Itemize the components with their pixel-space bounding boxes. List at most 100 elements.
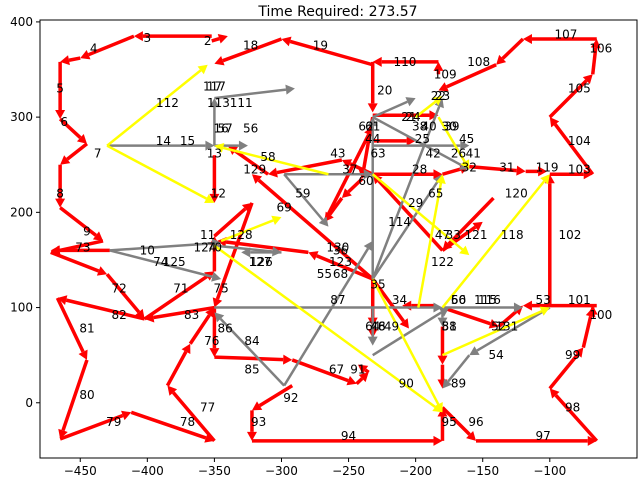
edge-red-17 — [165, 350, 188, 387]
edge-arrowhead-52 — [217, 33, 228, 44]
edge-gray-88 — [109, 249, 213, 278]
edge-red-13 — [61, 359, 89, 431]
edge-arrowhead-27 — [358, 372, 369, 383]
edge-red-10 — [105, 273, 141, 314]
edge-arrowhead-51 — [214, 55, 225, 66]
edge-red-18 — [188, 314, 211, 345]
edge-red-61 — [441, 167, 462, 176]
edge-arrowhead-102 — [460, 140, 470, 151]
edge-red-69 — [257, 178, 374, 281]
node-label-75: 75 — [213, 282, 228, 296]
node-label-125: 125 — [163, 255, 186, 269]
edge-arrowhead-45 — [496, 54, 507, 65]
edge-arrowhead-47 — [433, 61, 444, 71]
edge-arrowhead-111 — [214, 143, 225, 153]
edge-arrowhead-1 — [80, 50, 91, 60]
node-label-106: 106 — [589, 42, 612, 56]
edge-red-43 — [590, 47, 598, 75]
node-label-127: 127 — [249, 255, 272, 269]
node-label-86: 86 — [217, 322, 232, 336]
node-label-122: 122 — [431, 255, 454, 269]
node-label-34: 34 — [392, 293, 407, 307]
node-label-95: 95 — [442, 415, 457, 429]
edge-arrowhead-105 — [442, 378, 453, 389]
node-label-36: 36 — [333, 243, 348, 257]
node-label-24: 24 — [405, 110, 420, 124]
x-tick-label: −150 — [466, 464, 499, 478]
node-label-5: 5 — [56, 82, 64, 96]
edge-arrowhead-70 — [308, 251, 319, 261]
edge-arrowhead-0 — [133, 31, 143, 42]
edge-red-12 — [55, 297, 85, 353]
edge-red-82 — [364, 368, 370, 374]
node-label-38: 38 — [412, 120, 427, 134]
edge-gray-96 — [219, 317, 286, 387]
edge-red-22 — [213, 207, 247, 238]
node-label-71: 71 — [173, 282, 188, 296]
node-label-56: 56 — [243, 122, 258, 136]
edge-red-50 — [289, 39, 374, 67]
edge-red-28 — [258, 384, 294, 408]
node-label-120: 120 — [505, 186, 528, 200]
edge-arrowhead-40 — [583, 169, 593, 180]
edge-layer — [50, 31, 601, 446]
node-label-12: 12 — [211, 186, 226, 200]
edge-arrowhead-16 — [167, 385, 178, 396]
node-label-62: 62 — [358, 120, 373, 134]
edge-red-51 — [222, 37, 283, 63]
node-label-121: 121 — [465, 228, 488, 242]
edge-arrowhead-37 — [587, 305, 598, 315]
edge-gray-103 — [372, 311, 443, 357]
node-label-92: 92 — [283, 391, 298, 405]
edge-gray-104 — [476, 306, 551, 352]
chart-title: Time Required: 273.57 — [257, 4, 417, 20]
node-label-43: 43 — [330, 146, 345, 160]
edge-arrowhead-73 — [437, 355, 448, 365]
node-label-111: 111 — [230, 96, 253, 110]
node-label-66: 66 — [451, 293, 466, 307]
node-label-48: 48 — [370, 320, 385, 334]
edge-arrowhead-114 — [432, 402, 443, 413]
edge-red-42 — [548, 79, 588, 119]
edge-arrowhead-92 — [513, 302, 523, 313]
node-label-100: 100 — [589, 308, 612, 322]
y-tick-label: 300 — [10, 110, 33, 124]
edge-arrowhead-57 — [341, 188, 352, 199]
y-axis: 0 100 200 300 400 — [10, 15, 40, 410]
edge-red-59 — [322, 133, 371, 223]
node-label-35: 35 — [370, 278, 385, 292]
edge-yellow-119 — [414, 100, 437, 119]
edge-arrowhead-95 — [363, 240, 373, 252]
node-label-13: 13 — [207, 146, 222, 160]
x-tick-label: −250 — [332, 464, 365, 478]
edge-arrowhead-88 — [211, 271, 222, 282]
node-label-99: 99 — [565, 348, 580, 362]
edge-arrowhead-35 — [573, 347, 584, 358]
node-label-32: 32 — [462, 161, 477, 175]
node-label-117: 117 — [203, 80, 226, 94]
node-label-113: 113 — [207, 96, 230, 110]
node-label-44: 44 — [365, 132, 380, 146]
node-label-42: 42 — [425, 146, 440, 160]
node-label-67: 67 — [329, 362, 344, 376]
node-label-57: 57 — [217, 122, 232, 136]
node-label-37: 37 — [342, 162, 357, 176]
x-axis: −450 −400 −350 −300 −250 −200 −150 −100 — [64, 458, 566, 478]
edge-arrowhead-50 — [281, 36, 292, 47]
edge-red-55 — [234, 149, 270, 176]
node-label-46: 46 — [370, 320, 385, 334]
node-label-8: 8 — [56, 186, 64, 200]
edge-red-2 — [68, 56, 81, 62]
edge-yellow-116 — [441, 180, 546, 309]
edge-arrowhead-118 — [460, 159, 470, 170]
edge-red-36 — [581, 315, 593, 348]
edge-red-71 — [225, 240, 309, 255]
node-label-89: 89 — [451, 377, 466, 391]
node-label-58: 58 — [260, 150, 275, 164]
node-label-30: 30 — [442, 120, 457, 134]
node-label-116: 116 — [478, 293, 501, 307]
node-label-114: 114 — [388, 215, 411, 229]
edge-red-46 — [445, 63, 497, 89]
